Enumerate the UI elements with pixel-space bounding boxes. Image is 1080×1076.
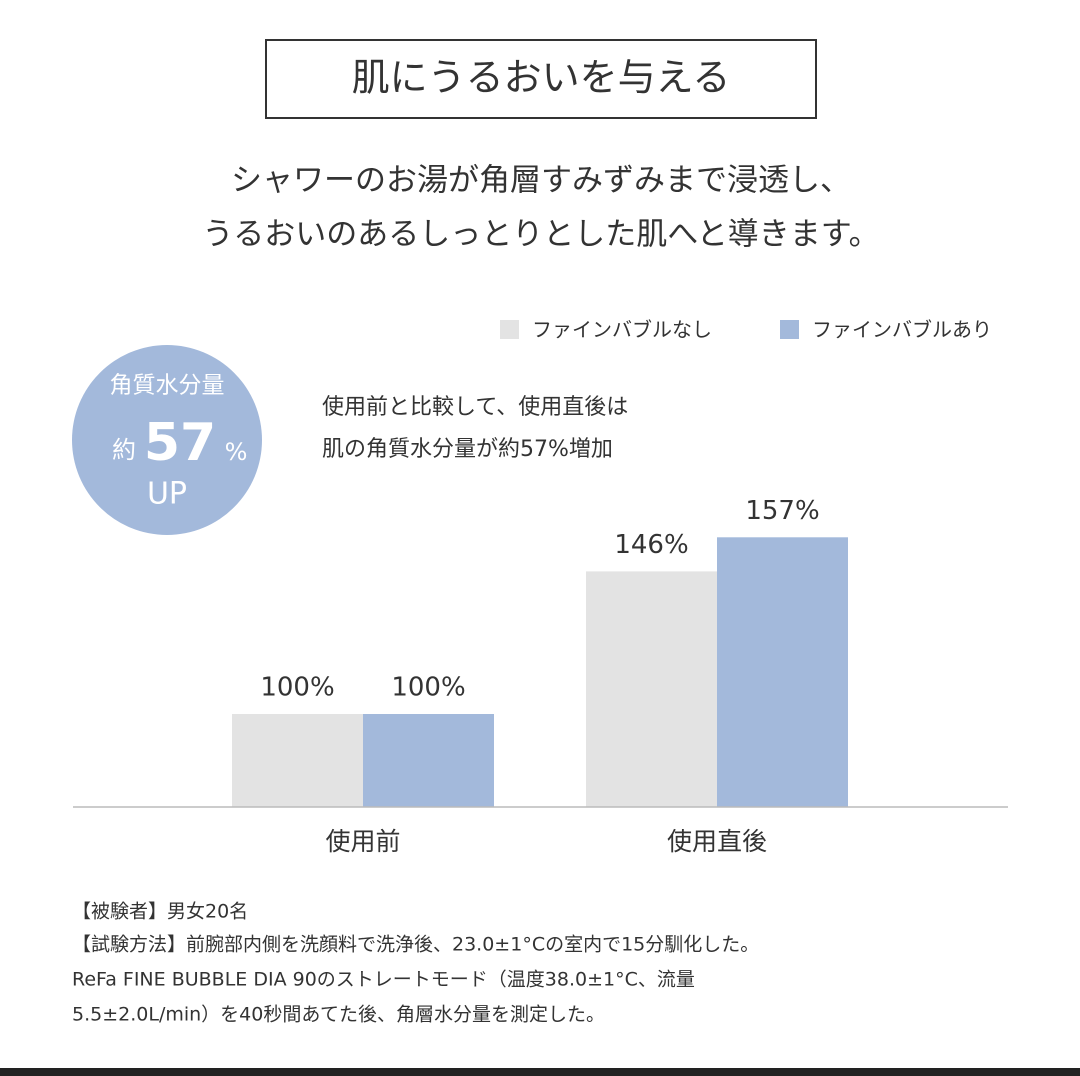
bottom-border xyxy=(0,1068,1080,1076)
bar xyxy=(363,714,494,807)
value-label: 146% xyxy=(614,530,688,560)
badge-text: 角質水分量 xyxy=(110,373,225,399)
legend-label: ファインバブルなし xyxy=(532,318,712,342)
footnote: 【試験方法】前腕部内側を洗顔料で洗浄後、23.0±1°Cの室内で15分馴化した。 xyxy=(72,934,759,956)
bar xyxy=(586,571,717,807)
badge-text: UP xyxy=(147,477,187,512)
subtitle: うるおいのあるしっとりとした肌へと導きます。 xyxy=(202,217,879,253)
annotation: 肌の角質水分量が約57%増加 xyxy=(322,437,613,462)
value-label: 100% xyxy=(391,673,465,703)
footnote: 5.5±2.0L/min）を40秒間あてた後、角層水分量を測定した。 xyxy=(72,1004,605,1026)
badge-text: % xyxy=(225,438,248,466)
badge xyxy=(72,345,262,535)
badge-text: 約 xyxy=(112,436,136,464)
bar xyxy=(717,537,848,807)
footnote: 【被験者】男女20名 xyxy=(72,901,248,923)
value-label: 100% xyxy=(260,673,334,703)
footnote: ReFa FINE BUBBLE DIA 90のストレートモード（温度38.0±… xyxy=(72,969,695,991)
x-tick-label: 使用前 xyxy=(325,827,400,856)
bar xyxy=(232,714,363,807)
x-tick-label: 使用直後 xyxy=(667,827,767,856)
legend-swatch xyxy=(500,320,519,339)
legend-label: ファインバブルあり xyxy=(812,318,992,342)
badge-number: 57 xyxy=(144,413,216,473)
legend-swatch xyxy=(780,320,799,339)
annotation: 使用前と比較して、使用直後は xyxy=(322,395,628,420)
chart-title: 肌にうるおいを与える xyxy=(352,56,731,100)
title-box xyxy=(265,39,817,119)
subtitle: シャワーのお湯が角層すみずみまで浸透し、 xyxy=(231,163,851,199)
value-label: 157% xyxy=(745,496,819,526)
